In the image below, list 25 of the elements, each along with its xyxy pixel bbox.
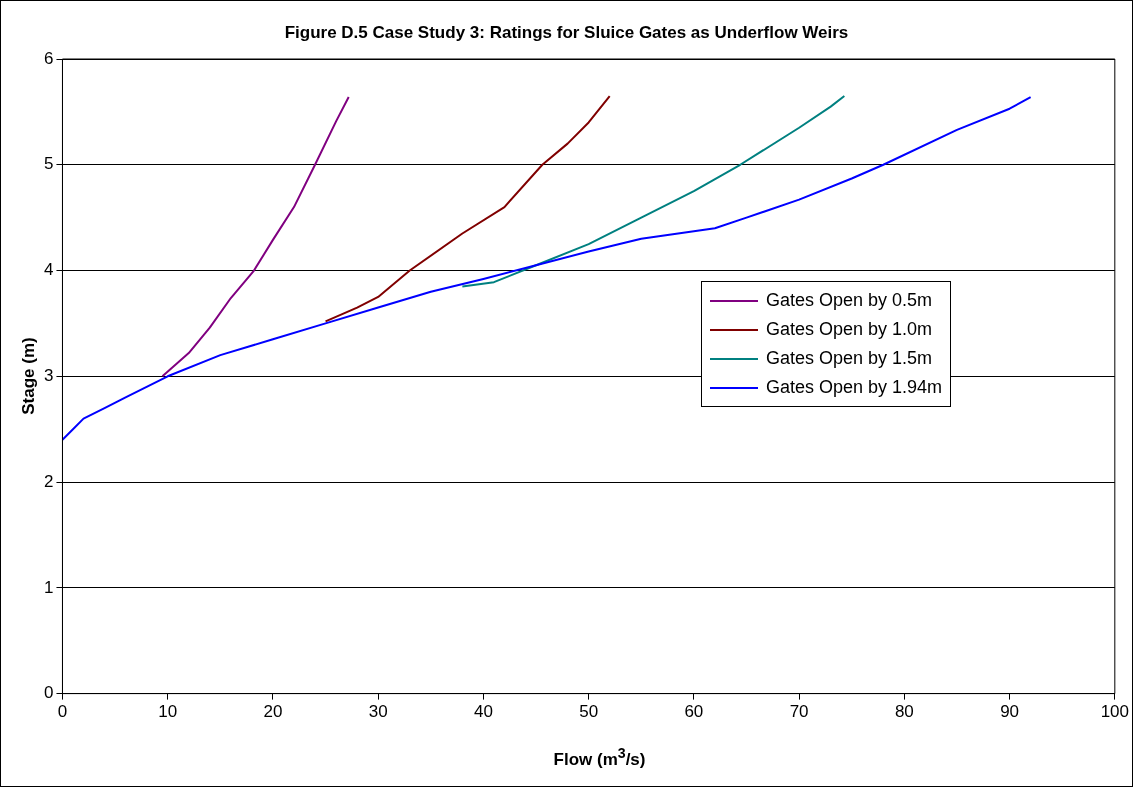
y-tick-label: 0 — [43, 683, 54, 703]
legend-label: Gates Open by 0.5m — [766, 290, 933, 311]
y-tick-label: 2 — [43, 471, 54, 491]
y-tick-label: 3 — [43, 365, 54, 385]
y-axis-title: Stage (m) — [19, 337, 39, 415]
x-tick-label: 80 — [894, 702, 914, 722]
x-tick-label: 50 — [579, 702, 599, 722]
x-tick-label: 70 — [789, 702, 809, 722]
legend-label: Gates Open by 1.94m — [766, 377, 943, 398]
x-tick-label: 0 — [57, 702, 68, 722]
legend-label: Gates Open by 1.5m — [766, 348, 933, 369]
legend-label: Gates Open by 1.0m — [766, 319, 933, 340]
x-tick-label: 100 — [1100, 702, 1130, 722]
x-tick-label: 90 — [1000, 702, 1020, 722]
x-tick-label: 40 — [473, 702, 493, 722]
x-tick-label: 30 — [368, 702, 388, 722]
chart-title: Figure D.5 Case Study 3: Ratings for Sluice Gates as Underflow Weirs — [283, 23, 850, 43]
y-tick-label: 4 — [43, 260, 54, 280]
y-tick-label: 5 — [43, 154, 54, 174]
x-axis-title: Flow (m$^{3}$/s) — [552, 745, 647, 770]
x-tick-label: 60 — [684, 702, 704, 722]
x-tick-label: 20 — [263, 702, 283, 722]
y-tick-label: 1 — [43, 577, 54, 597]
x-tick-label: 10 — [158, 702, 178, 722]
y-tick-label: 6 — [43, 48, 54, 68]
